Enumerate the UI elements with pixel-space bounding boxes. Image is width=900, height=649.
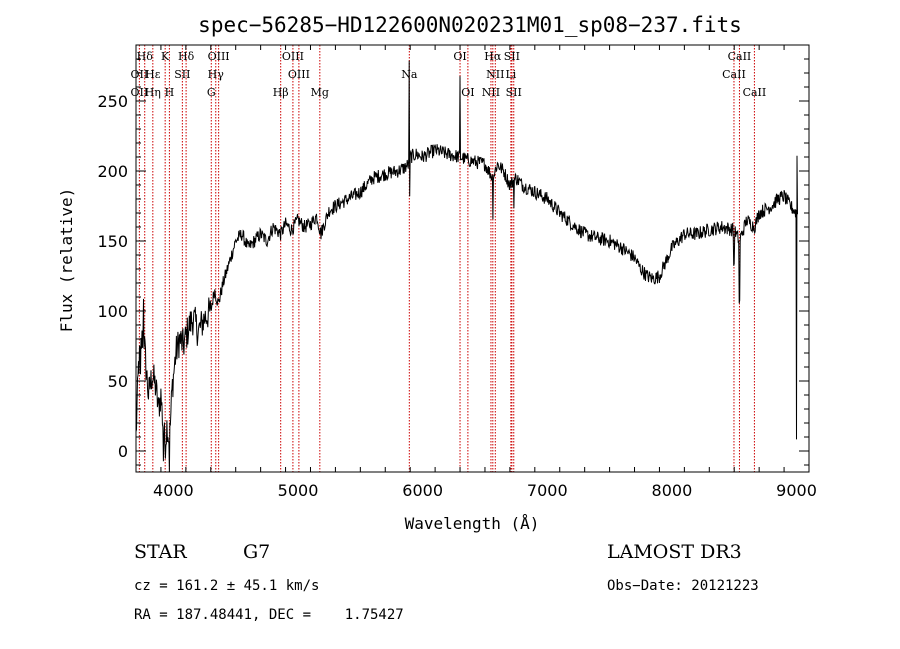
x-tick-label: 9000 xyxy=(776,481,817,500)
spectral-line-label: NII xyxy=(482,86,500,99)
spectral-line-label: CaII xyxy=(728,50,752,63)
redshift-cz: cz = 161.2 ± 45.1 km/s xyxy=(134,578,319,594)
spectral-line-label: OI xyxy=(461,86,474,99)
spectral-line-label: SII xyxy=(504,50,520,63)
y-tick-label: 0 xyxy=(118,442,128,461)
y-tick-label: 250 xyxy=(97,92,128,111)
spectral-line-label: OII xyxy=(131,68,149,81)
y-axis-label: Flux (relative) xyxy=(57,188,76,333)
object-subclass: G7 xyxy=(243,541,270,563)
spectral-line-label: Hδ xyxy=(178,50,195,63)
plot-frame xyxy=(135,44,810,473)
object-class: STAR xyxy=(134,541,187,563)
spectral-line-label: Mg xyxy=(311,86,329,99)
x-tick-label: 4000 xyxy=(153,481,194,500)
spectral-line-label: Li xyxy=(505,68,516,81)
spectral-line-label: OIII xyxy=(208,50,230,63)
survey-name: LAMOST DR3 xyxy=(607,541,742,563)
ra-dec: RA = 187.48441, DEC = 1.75427 xyxy=(134,607,404,623)
x-tick-label: 8000 xyxy=(652,481,693,500)
x-tick-label: 7000 xyxy=(527,481,568,500)
spectral-line-label: OII xyxy=(131,86,149,99)
spectrum-line xyxy=(135,60,798,473)
y-tick-label: 150 xyxy=(97,232,128,251)
spectral-line-label: Hβ xyxy=(273,86,289,99)
y-tick-label: 50 xyxy=(108,372,128,391)
spectral-line-label: CaII xyxy=(722,68,746,81)
x-tick-label: 5000 xyxy=(278,481,319,500)
spectral-line-label: H xyxy=(165,86,175,99)
x-tick-label: 6000 xyxy=(402,481,443,500)
spectral-line-label: Hα xyxy=(484,50,502,63)
spectral-line-label: Hε xyxy=(145,68,161,81)
chart-title: spec−56285−HD122600N020231M01_sp08−237.f… xyxy=(198,13,742,37)
spectral-line-label: G xyxy=(207,86,216,99)
spectral-line-label: OI xyxy=(453,50,466,63)
spectral-line-label: SII xyxy=(506,86,522,99)
x-axis: 4000 5000 6000 7000 8000 9000 xyxy=(135,45,817,500)
spectral-line-label: NII xyxy=(486,68,504,81)
observation-date: Obs−Date: 20121223 xyxy=(607,578,759,594)
spectral-line-label: Hγ xyxy=(208,68,225,81)
spectral-line-label: Hδ xyxy=(137,50,154,63)
y-tick-label: 200 xyxy=(97,162,128,181)
spectral-line-label: OIII xyxy=(288,68,310,81)
spectral-line-label: SII xyxy=(174,68,190,81)
y-tick-label: 100 xyxy=(97,302,128,321)
x-axis-label: Wavelength (Å) xyxy=(405,514,540,533)
spectral-line-label: CaII xyxy=(743,86,767,99)
spectral-line-label: K xyxy=(161,50,170,63)
y-axis: 0 50 100 150 200 250 xyxy=(97,44,809,466)
spectral-line-markers xyxy=(138,45,755,472)
spectral-line-label: Hη xyxy=(145,86,161,99)
spectral-line-label: OIII xyxy=(282,50,304,63)
